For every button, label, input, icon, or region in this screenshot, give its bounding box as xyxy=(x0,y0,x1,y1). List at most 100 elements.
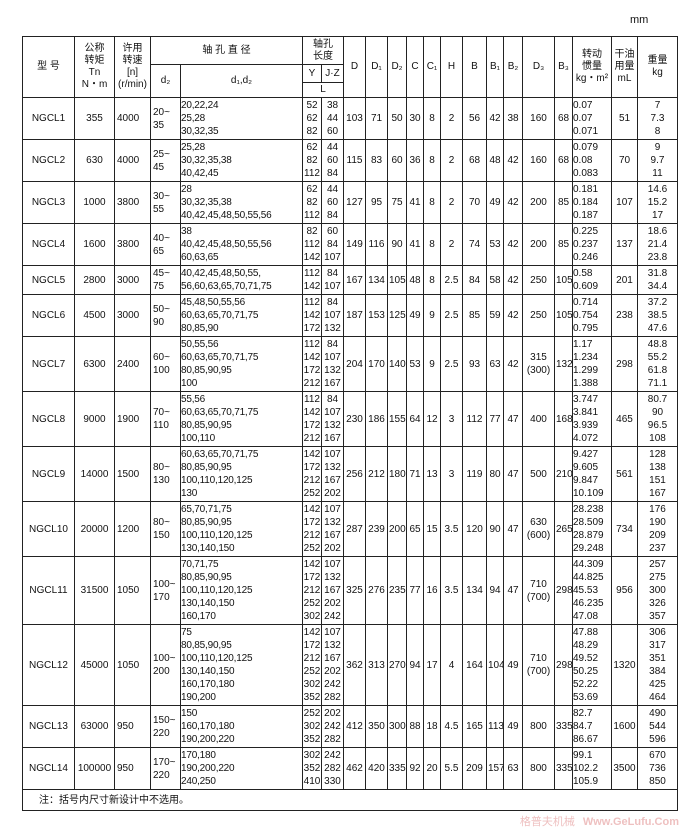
weight-cell: 490 544 596 xyxy=(637,705,678,748)
oil-cell: 70 xyxy=(611,139,638,182)
dim-B₁-cell: 157 xyxy=(486,747,504,790)
dim-B-cell: 164 xyxy=(462,624,487,706)
dim-C₁-cell: 18 xyxy=(423,705,441,748)
dim-C₁-cell: 8 xyxy=(423,139,441,182)
JZ-cell: 84 107 xyxy=(321,265,344,295)
dim-D-cell: 230 xyxy=(343,391,366,447)
speed-cell: 3000 xyxy=(114,294,151,337)
dim-D₃-cell: 800 xyxy=(522,747,555,790)
model-cell: NGCL11 xyxy=(22,556,75,625)
dim-C₁-cell: 8 xyxy=(423,223,441,266)
dim-D₃-cell: 160 xyxy=(522,97,555,140)
torque-cell: 9000 xyxy=(74,391,115,447)
dim-B₂-cell: 38 xyxy=(503,97,523,140)
inertia-cell: 3.747 3.841 3.939 4.072 xyxy=(572,391,612,447)
model-cell: NGCL12 xyxy=(22,624,75,706)
dim-C₁-cell: 20 xyxy=(423,747,441,790)
dim-C₁-cell: 12 xyxy=(423,391,441,447)
dim-D₂-cell: 200 xyxy=(387,501,407,557)
weight-cell: 80.7 90 96.5 108 xyxy=(637,391,678,447)
table-row: NGCL12 45000 1050 100~ 200 75 80,85,90,95 100,1… xyxy=(22,624,678,706)
dim-B₃-cell: 68 xyxy=(554,139,573,182)
header-dim-B₃: B₃ xyxy=(554,36,573,98)
header-dim-D₂: D₂ xyxy=(387,36,407,98)
JZ-cell: 84 107 132 167 xyxy=(321,336,344,392)
Y-cell: 112 142 172 xyxy=(302,294,322,337)
Y-cell: 112 142 172 212 xyxy=(302,336,322,392)
dim-B-cell: 120 xyxy=(462,501,487,557)
dim-B₁-cell: 90 xyxy=(486,501,504,557)
dim-H-cell: 2.5 xyxy=(440,294,463,337)
dim-D-cell: 149 xyxy=(343,223,366,266)
dz-cell: 80~ 150 xyxy=(150,501,181,557)
dim-C-cell: 36 xyxy=(406,139,424,182)
d1d2-cell: 55,56 60,63,65,70,71,75 80,85,90,95 100,110 xyxy=(180,391,303,447)
weight-cell: 670 736 850 xyxy=(637,747,678,790)
JZ-cell: 84 107 132 xyxy=(321,294,344,337)
header-bore-length: 轴孔 长度 xyxy=(302,36,344,65)
dim-H-cell: 3 xyxy=(440,391,463,447)
dim-C₁-cell: 15 xyxy=(423,501,441,557)
header-dz: d₂ xyxy=(150,64,181,98)
inertia-cell: 0.58 0.609 xyxy=(572,265,612,295)
dz-cell: 50~ 90 xyxy=(150,294,181,337)
dim-B₂-cell: 47 xyxy=(503,556,523,625)
model-cell: NGCL7 xyxy=(22,336,75,392)
dim-H-cell: 3.5 xyxy=(440,556,463,625)
dim-D₃-cell: 160 xyxy=(522,139,555,182)
inertia-cell: 0.07 0.07 0.071 xyxy=(572,97,612,140)
dim-D₃-cell: 710 (700) xyxy=(522,624,555,706)
dim-B₃-cell: 335 xyxy=(554,705,573,748)
dim-B₃-cell: 168 xyxy=(554,391,573,447)
dim-B₁-cell: 94 xyxy=(486,556,504,625)
d1d2-cell: 25,28 30,32,35,38 40,42,45 xyxy=(180,139,303,182)
d1d2-cell: 50,55,56 60,63,65,70,71,75 80,85,90,95 100 xyxy=(180,336,303,392)
dim-D₁-cell: 239 xyxy=(365,501,388,557)
dim-B-cell: 74 xyxy=(462,223,487,266)
speed-cell: 1050 xyxy=(114,556,151,625)
model-cell: NGCL14 xyxy=(22,747,75,790)
torque-cell: 45000 xyxy=(74,624,115,706)
inertia-cell: 28.238 28.509 28.879 29.248 xyxy=(572,501,612,557)
torque-cell: 63000 xyxy=(74,705,115,748)
dim-B₂-cell: 49 xyxy=(503,705,523,748)
header-dim-D₃: D₃ xyxy=(522,36,555,98)
dim-D₁-cell: 313 xyxy=(365,624,388,706)
dim-H-cell: 4 xyxy=(440,624,463,706)
dim-B₂-cell: 42 xyxy=(503,181,523,224)
weight-cell: 48.8 55.2 61.8 71.1 xyxy=(637,336,678,392)
table-row: NGCL7 6300 2400 60~ 100 50,55,56 60,63,65,70,7… xyxy=(22,336,678,392)
dim-D₃-cell: 800 xyxy=(522,705,555,748)
dim-B₂-cell: 42 xyxy=(503,294,523,337)
dim-B₂-cell: 47 xyxy=(503,446,523,502)
dim-D₃-cell: 250 xyxy=(522,294,555,337)
dim-B₃-cell: 335 xyxy=(554,747,573,790)
JZ-cell: 84 107 132 167 xyxy=(321,391,344,447)
speed-cell: 2400 xyxy=(114,336,151,392)
dz-cell: 70~ 110 xyxy=(150,391,181,447)
dz-cell: 100~ 170 xyxy=(150,556,181,625)
dim-D-cell: 167 xyxy=(343,265,366,295)
dim-D-cell: 187 xyxy=(343,294,366,337)
oil-cell: 298 xyxy=(611,336,638,392)
JZ-cell: 44 60 84 xyxy=(321,181,344,224)
dim-H-cell: 3 xyxy=(440,446,463,502)
dim-D-cell: 103 xyxy=(343,97,366,140)
table-note: 注：括号内尺寸新设计中不选用。 xyxy=(22,789,678,811)
dim-C₁-cell: 16 xyxy=(423,556,441,625)
dim-B₃-cell: 265 xyxy=(554,501,573,557)
dim-B₃-cell: 68 xyxy=(554,97,573,140)
dim-D-cell: 287 xyxy=(343,501,366,557)
oil-cell: 1600 xyxy=(611,705,638,748)
dim-C₁-cell: 9 xyxy=(423,336,441,392)
inertia-cell: 99.1 102.2 105.9 xyxy=(572,747,612,790)
dim-C-cell: 94 xyxy=(406,624,424,706)
dim-D₂-cell: 60 xyxy=(387,139,407,182)
dim-D-cell: 362 xyxy=(343,624,366,706)
dim-B₃-cell: 85 xyxy=(554,223,573,266)
dim-H-cell: 3.5 xyxy=(440,501,463,557)
inertia-cell: 0.225 0.237 0.246 xyxy=(572,223,612,266)
dim-B₂-cell: 42 xyxy=(503,336,523,392)
Y-cell: 142 172 212 252 xyxy=(302,501,322,557)
header-model: 型 号 xyxy=(22,36,75,98)
